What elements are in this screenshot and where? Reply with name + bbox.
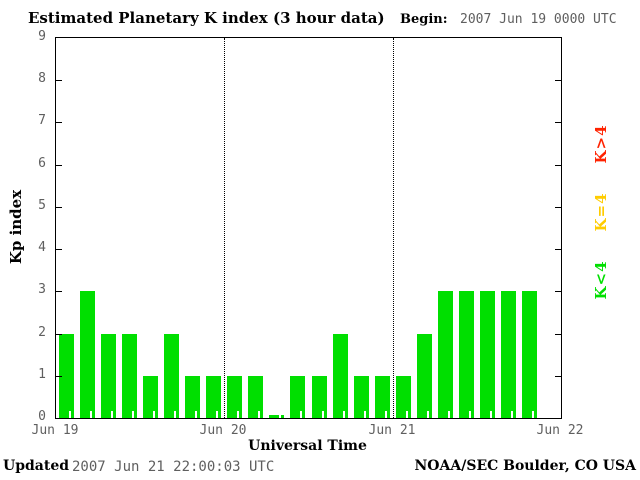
right-y-tick-6	[555, 164, 561, 166]
time-tick-notch	[258, 411, 260, 418]
time-tick-notch	[153, 411, 155, 418]
x-tick-label-jun-22: Jun 22	[536, 423, 584, 438]
kp-bar-4-value-1	[143, 376, 158, 418]
kp-bar-21-value-3	[501, 291, 516, 418]
begin-label: Begin:	[400, 12, 448, 27]
time-tick-notch	[385, 411, 387, 418]
time-tick-notch	[195, 411, 197, 418]
right-y-tick-5	[555, 206, 561, 208]
time-tick-notch	[364, 411, 366, 418]
time-tick-notch	[216, 411, 218, 418]
time-tick-notch	[511, 411, 513, 418]
y-tick-label-9: 9	[38, 29, 46, 44]
right-y-tick-7	[555, 122, 561, 124]
time-tick-notch	[300, 411, 302, 418]
kp-bar-6-value-1	[185, 376, 200, 418]
time-tick-notch	[343, 411, 345, 418]
y-tick-label-7: 7	[38, 113, 46, 129]
chart-title: Estimated Planetary K index (3 hour data…	[28, 9, 385, 27]
time-tick-notch	[322, 411, 324, 418]
kp-bar-12-value-1	[312, 376, 327, 418]
left-y-tick-6	[56, 164, 62, 166]
kp-bar-2-value-2	[101, 334, 116, 418]
time-tick-notch	[90, 411, 92, 418]
x-tick-label-jun-19: Jun 19	[31, 423, 79, 438]
y-tick-label-0: 0	[38, 409, 46, 424]
time-tick-notch	[174, 411, 176, 418]
left-y-tick-5	[56, 206, 62, 208]
time-tick-notch	[406, 411, 408, 418]
kp-bar-11-value-1	[290, 376, 305, 418]
y-tick-label-5: 5	[38, 197, 46, 213]
kp-bar-15-value-1	[375, 376, 390, 418]
credit-text: NOAA/SEC Boulder, CO USA	[414, 458, 637, 474]
time-tick-notch	[427, 411, 429, 418]
y-tick-label-8: 8	[38, 71, 46, 87]
left-y-tick-8	[56, 80, 62, 82]
legend-item-2: K<4	[592, 260, 610, 300]
kp-bar-18-value-3	[438, 291, 453, 418]
x-tick-label-jun-20: Jun 20	[199, 423, 247, 438]
kp-bar-3-value-2	[122, 334, 137, 418]
time-tick-notch	[532, 411, 534, 418]
y-tick-label-2: 2	[38, 324, 46, 340]
time-tick-notch	[69, 411, 71, 418]
kp-bar-7-value-1	[206, 376, 221, 418]
legend-item-1: K=4	[592, 192, 610, 232]
right-y-tick-2	[555, 333, 561, 335]
kp-bar-0-value-2	[59, 334, 74, 418]
kp-bar-14-value-1	[354, 376, 369, 418]
left-y-tick-1	[56, 375, 62, 377]
legend-item-0: K>4	[592, 124, 610, 164]
right-y-tick-3	[555, 291, 561, 293]
x-tick-label-jun-21: Jun 21	[368, 423, 416, 438]
time-tick-notch	[132, 411, 134, 418]
y-tick-label-4: 4	[38, 240, 46, 256]
left-y-tick-3	[56, 291, 62, 293]
updated-timestamp: 2007 Jun 21 22:00:03 UTC	[72, 459, 275, 475]
y-tick-label-1: 1	[38, 366, 46, 382]
kp-bar-16-value-1	[396, 376, 411, 418]
kp-bar-22-value-3	[522, 291, 537, 418]
kp-bar-8-value-1	[227, 376, 242, 418]
day-divider-jun-21	[393, 38, 394, 418]
kp-bar-9-value-1	[248, 376, 263, 418]
time-tick-notch	[237, 411, 239, 418]
kp-bar-13-value-2	[333, 334, 348, 418]
right-y-tick-8	[555, 80, 561, 82]
y-tick-label-6: 6	[38, 155, 46, 171]
kp-bar-1-value-3	[80, 291, 95, 418]
time-tick-notch	[490, 411, 492, 418]
plot-area	[55, 37, 562, 419]
kp-bar-10-value-0	[269, 411, 284, 418]
right-y-tick-1	[555, 375, 561, 377]
left-y-tick-2	[56, 333, 62, 335]
left-y-tick-7	[56, 122, 62, 124]
left-y-tick-4	[56, 249, 62, 251]
kp-bar-20-value-3	[480, 291, 495, 418]
kp-bar-5-value-2	[164, 334, 179, 418]
right-y-tick-4	[555, 249, 561, 251]
y-tick-label-3: 3	[38, 282, 46, 298]
time-tick-notch	[448, 411, 450, 418]
time-tick-notch	[111, 411, 113, 418]
day-divider-jun-20	[224, 38, 225, 418]
time-tick-notch	[469, 411, 471, 418]
kp-bar-19-value-3	[459, 291, 474, 418]
begin-timestamp: 2007 Jun 19 0000 UTC	[460, 12, 617, 27]
x-axis-title: Universal Time	[248, 438, 367, 454]
updated-label: Updated	[3, 458, 70, 474]
kp-bar-17-value-2	[417, 334, 432, 418]
time-tick-notch	[279, 411, 281, 418]
